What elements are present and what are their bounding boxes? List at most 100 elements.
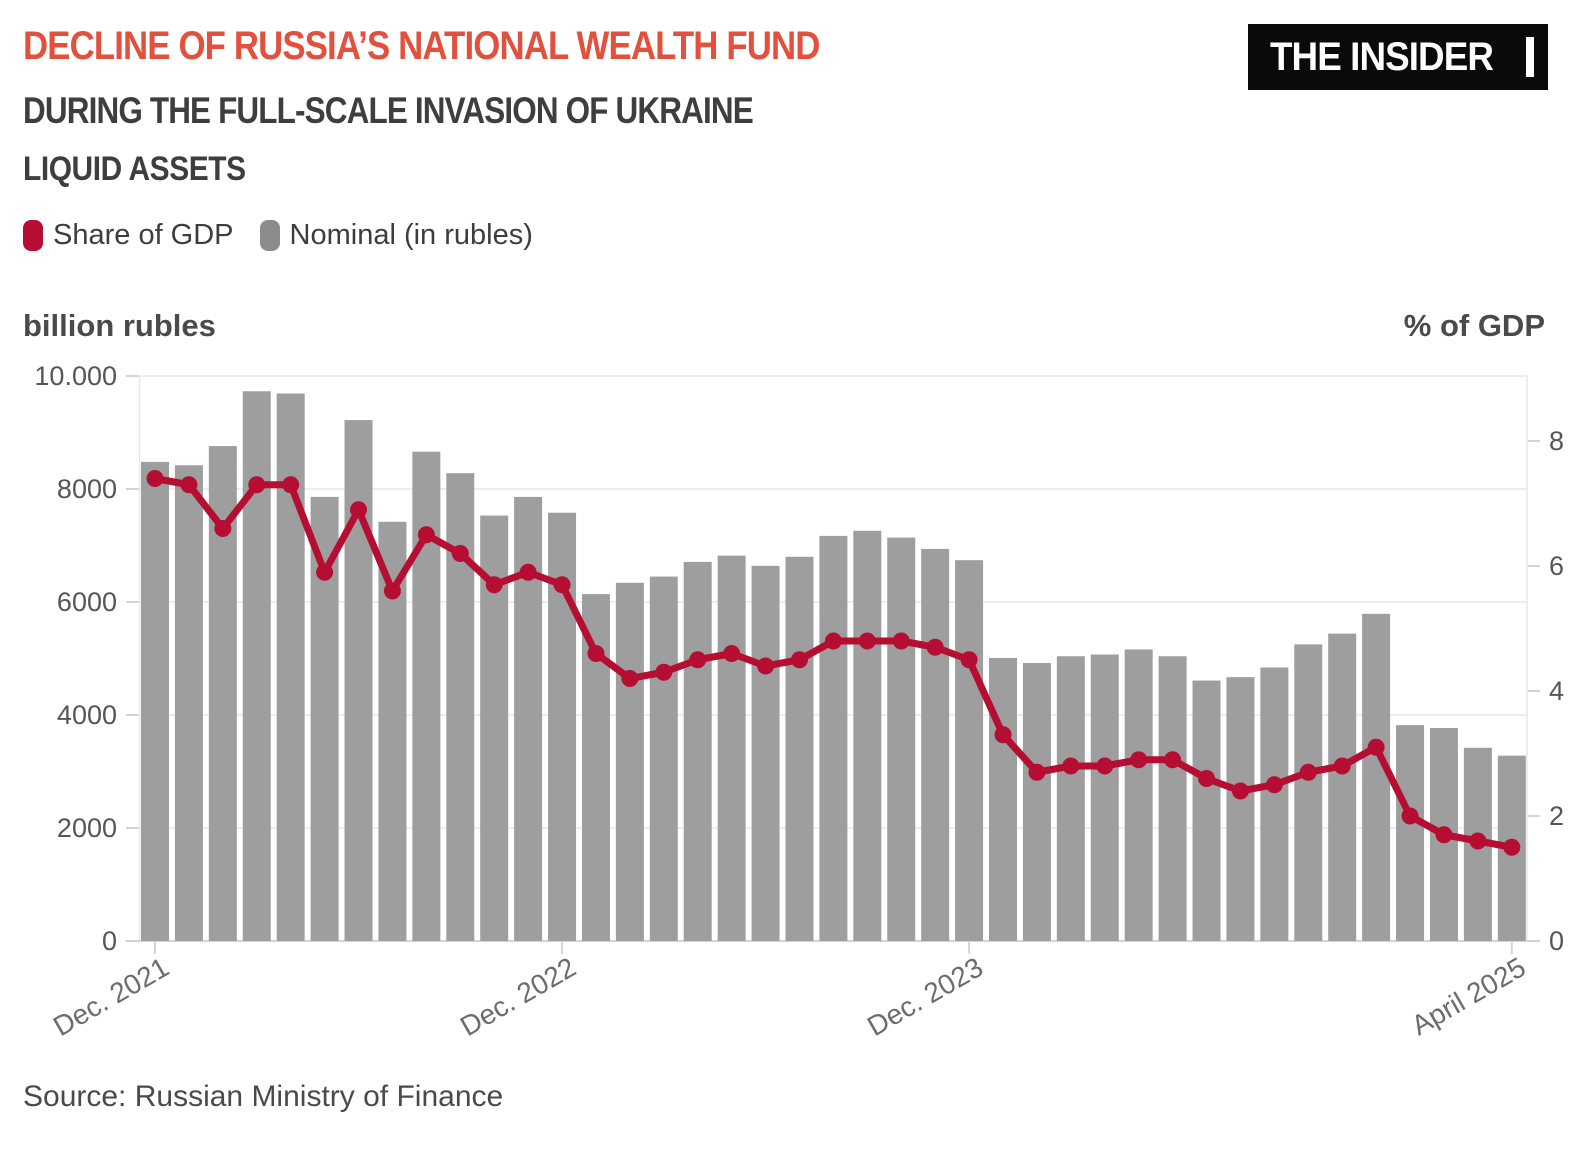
- bar-jul-2023: [785, 556, 814, 941]
- right-tick-label: 8: [1549, 426, 1564, 456]
- bar-dec-2023: [955, 560, 984, 941]
- bar-dec-2024: [1362, 613, 1391, 941]
- gdp-share-point-oct-2023: [892, 632, 910, 650]
- gdp-share-point-apr-2023: [689, 651, 707, 669]
- left-tick-label: 4000: [57, 700, 117, 730]
- bar-oct-2023: [887, 537, 916, 941]
- gdp-share-point-mar-2025: [1469, 832, 1487, 850]
- right-tick-label: 2: [1549, 801, 1564, 831]
- page-subtitle: DURING THE FULL-SCALE INVASION OF UKRAIN…: [23, 90, 754, 131]
- gdp-share-point-nov-2022: [519, 563, 537, 581]
- gdp-share-point-jan-2025: [1401, 807, 1419, 825]
- x-tick-label: Dec. 2023: [862, 951, 988, 1042]
- gdp-share-point-jun-2023: [757, 657, 775, 675]
- bar-dec-2021: [141, 461, 169, 941]
- gdp-share-point-may-2024: [1130, 751, 1148, 769]
- gdp-share-point-oct-2022: [485, 576, 503, 594]
- bar-sep-2024: [1260, 667, 1289, 941]
- bar-jul-2024: [1192, 680, 1221, 941]
- gdp-share-point-apr-2022: [282, 476, 300, 494]
- gdp-share-point-may-2022: [316, 563, 334, 581]
- bar-apr-2022: [276, 393, 305, 941]
- legend-swatch-nominal: [259, 220, 280, 251]
- gdp-share-point-sep-2022: [451, 545, 469, 562]
- bar-may-2024: [1124, 649, 1153, 941]
- gdp-share-point-jul-2024: [1198, 770, 1216, 787]
- gdp-share-point-jan-2023: [587, 645, 605, 662]
- gdp-share-point-may-2023: [723, 645, 741, 662]
- gdp-share-point-mar-2023: [655, 663, 673, 681]
- gdp-share-point-jun-2024: [1164, 751, 1182, 769]
- gdp-share-point-dec-2021: [146, 470, 164, 487]
- left-tick-label: 10.000: [34, 361, 117, 391]
- x-tick-label: Dec. 2022: [455, 951, 581, 1042]
- legend-swatch-gdp: [23, 220, 43, 251]
- gdp-share-point-dec-2024: [1367, 738, 1385, 756]
- gdp-share-point-feb-2022: [214, 520, 232, 537]
- gdp-share-point-aug-2024: [1231, 782, 1249, 800]
- bar-mar-2024: [1056, 656, 1085, 941]
- bar-jan-2025: [1396, 725, 1425, 941]
- right-tick-label: 0: [1549, 926, 1564, 956]
- gdp-share-point-dec-2023: [960, 651, 978, 669]
- bar-aug-2023: [819, 535, 848, 941]
- gdp-share-point-aug-2023: [824, 632, 842, 650]
- gdp-share-point-feb-2025: [1435, 826, 1453, 844]
- gdp-share-point-jan-2022: [180, 476, 198, 494]
- gdp-share-point-nov-2024: [1333, 757, 1351, 775]
- page-title: DECLINE OF RUSSIA’S NATIONAL WEALTH FUND: [23, 24, 820, 68]
- legend-item-nominal: Nominal (in rubles): [259, 219, 533, 252]
- x-tick-label: April 2025: [1406, 951, 1531, 1041]
- bar-sep-2023: [853, 530, 882, 941]
- section-label: LIQUID ASSETS: [23, 150, 246, 188]
- right-tick-label: 6: [1549, 551, 1564, 581]
- bar-aug-2022: [412, 451, 441, 941]
- bar-nov-2022: [514, 496, 543, 941]
- bar-aug-2024: [1226, 677, 1255, 941]
- gdp-share-point-nov-2023: [926, 638, 944, 656]
- logo-text: THE INSIDER: [1269, 34, 1494, 79]
- bar-oct-2024: [1294, 644, 1323, 941]
- gdp-share-point-jul-2023: [790, 651, 808, 669]
- left-tick-label: 6000: [57, 587, 117, 617]
- bar-jun-2024: [1158, 656, 1187, 941]
- source-note: Source: Russian Ministry of Finance: [23, 1080, 504, 1113]
- gdp-share-point-jan-2024: [994, 726, 1012, 744]
- bar-feb-2023: [615, 582, 644, 941]
- bar-feb-2024: [1022, 663, 1051, 941]
- gdp-share-point-april-2025: [1503, 838, 1521, 856]
- legend: Share of GDP Nominal (in rubles): [23, 219, 533, 252]
- the-insider-logo: THE INSIDER: [1247, 24, 1548, 90]
- legend-item-share-of-gdp: Share of GDP: [23, 219, 234, 252]
- left-tick-label: 8000: [57, 474, 117, 504]
- bar-jun-2022: [344, 420, 373, 941]
- gdp-share-point-mar-2022: [248, 476, 266, 494]
- bar-sep-2022: [446, 473, 475, 941]
- bar-jan-2024: [989, 657, 1017, 941]
- logo-cursor-bar: [1526, 37, 1534, 77]
- gdp-share-point-sep-2024: [1265, 776, 1283, 794]
- left-tick-label: 0: [102, 926, 117, 956]
- gdp-share-point-mar-2024: [1062, 757, 1080, 775]
- gdp-share-point-sep-2023: [858, 632, 876, 650]
- gdp-share-point-feb-2024: [1028, 763, 1046, 781]
- gdp-share-point-jun-2022: [350, 501, 368, 519]
- left-tick-label: 2000: [57, 813, 117, 843]
- bar-mar-2023: [649, 576, 678, 941]
- bar-nov-2023: [921, 548, 950, 941]
- gdp-share-point-oct-2024: [1299, 763, 1317, 781]
- right-axis-title: % of GDP: [1403, 308, 1545, 343]
- gdp-share-point-dec-2022: [553, 576, 571, 594]
- bar-jan-2022: [174, 465, 203, 941]
- bar-apr-2024: [1090, 654, 1119, 941]
- gdp-share-point-aug-2022: [417, 526, 435, 544]
- bar-nov-2024: [1328, 633, 1357, 941]
- legend-label-nominal: Nominal (in rubles): [289, 219, 533, 251]
- bar-may-2023: [717, 555, 746, 941]
- gdp-share-point-jul-2022: [383, 582, 401, 600]
- bar-jun-2023: [751, 565, 780, 941]
- bar-apr-2023: [683, 561, 712, 941]
- left-axis-title: billion rubles: [23, 308, 216, 343]
